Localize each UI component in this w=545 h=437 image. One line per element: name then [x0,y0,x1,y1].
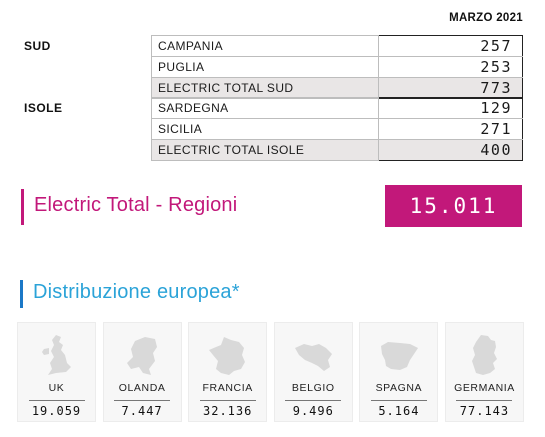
country-name: FRANCIA [202,382,253,394]
divider [28,400,85,401]
region-name: SICILIA [150,118,380,140]
total-name: ELECTRIC TOTAL ISOLE [150,139,380,161]
divider [114,400,171,401]
country-card-olanda: OLANDA 7.447 [102,322,182,422]
germany-map-icon [463,333,505,377]
total-row: ELECTRIC TOTAL SUD 773 [151,77,524,99]
region-value: 257 [377,35,524,57]
region-value: 253 [377,56,524,78]
regioni-title: Electric Total - Regioni [34,194,238,216]
netherlands-map-icon [121,333,163,377]
table-row: SICILIA 271 [150,118,523,140]
group-label-sud: SUD [24,39,51,53]
country-name: SPAGNA [375,382,423,394]
france-map-icon [207,333,249,377]
country-value: 9.496 [292,404,334,418]
region-value: 271 [378,118,523,140]
country-name: UK [48,382,65,394]
divider [370,400,427,401]
divider [285,400,342,401]
divider [456,400,513,401]
europe-title: Distribuzione europea* [33,281,240,303]
country-name: GERMANIA [454,382,515,394]
country-card-uk: UK 19.059 [17,322,96,422]
total-value: 773 [377,77,524,99]
region-name: PUGLIA [151,56,379,78]
country-card-belgio: BELGIO 9.496 [273,322,353,422]
divider [199,400,256,401]
region-name: CAMPANIA [151,35,379,57]
country-card-spagna: SPAGNA 5.164 [359,322,439,422]
table-sud: CAMPANIA 257 PUGLIA 253 ELECTRIC TOTAL S… [151,35,524,99]
country-value: 32.136 [203,404,253,418]
country-cards: UK 19.059 OLANDA 7.447 FRANCIA 32.136 BE… [17,322,524,422]
region-value: 129 [378,97,523,119]
spain-map-icon [378,333,420,377]
total-name: ELECTRIC TOTAL SUD [151,77,379,99]
country-value: 7.447 [121,404,163,418]
country-name: BELGIO [291,382,335,394]
region-name: SARDEGNA [150,97,380,119]
group-label-isole: ISOLE [24,101,63,115]
country-value: 77.143 [459,404,510,418]
country-name: OLANDA [118,382,166,394]
country-value: 5.164 [378,404,420,418]
belgium-map-icon [292,333,334,377]
country-card-francia: FRANCIA 32.136 [188,322,268,422]
country-value: 19.059 [31,404,82,418]
regioni-total-box: 15.011 [385,185,522,227]
total-row: ELECTRIC TOTAL ISOLE 400 [150,139,523,161]
regioni-accent-bar [21,189,24,225]
europe-accent-bar [20,280,23,308]
table-row: PUGLIA 253 [151,56,524,78]
uk-map-icon [36,333,78,377]
country-card-germania: GERMANIA 77.143 [444,322,524,422]
table-isole: SARDEGNA 129 SICILIA 271 ELECTRIC TOTAL … [150,97,523,161]
table-row: CAMPANIA 257 [151,35,524,57]
table-row: SARDEGNA 129 [150,97,523,119]
total-value: 400 [378,139,523,161]
period-label: MARZO 2021 [449,12,523,24]
